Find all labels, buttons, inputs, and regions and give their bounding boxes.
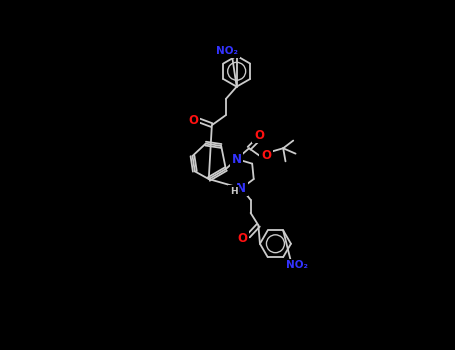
Text: O: O — [254, 129, 264, 142]
Text: N: N — [236, 182, 246, 195]
Text: O: O — [261, 149, 271, 162]
Text: O: O — [188, 114, 198, 127]
Text: NO₂: NO₂ — [286, 260, 308, 270]
Text: O: O — [237, 232, 247, 245]
Text: NO₂: NO₂ — [217, 46, 238, 56]
Text: H: H — [230, 187, 238, 196]
Text: N: N — [232, 153, 242, 166]
